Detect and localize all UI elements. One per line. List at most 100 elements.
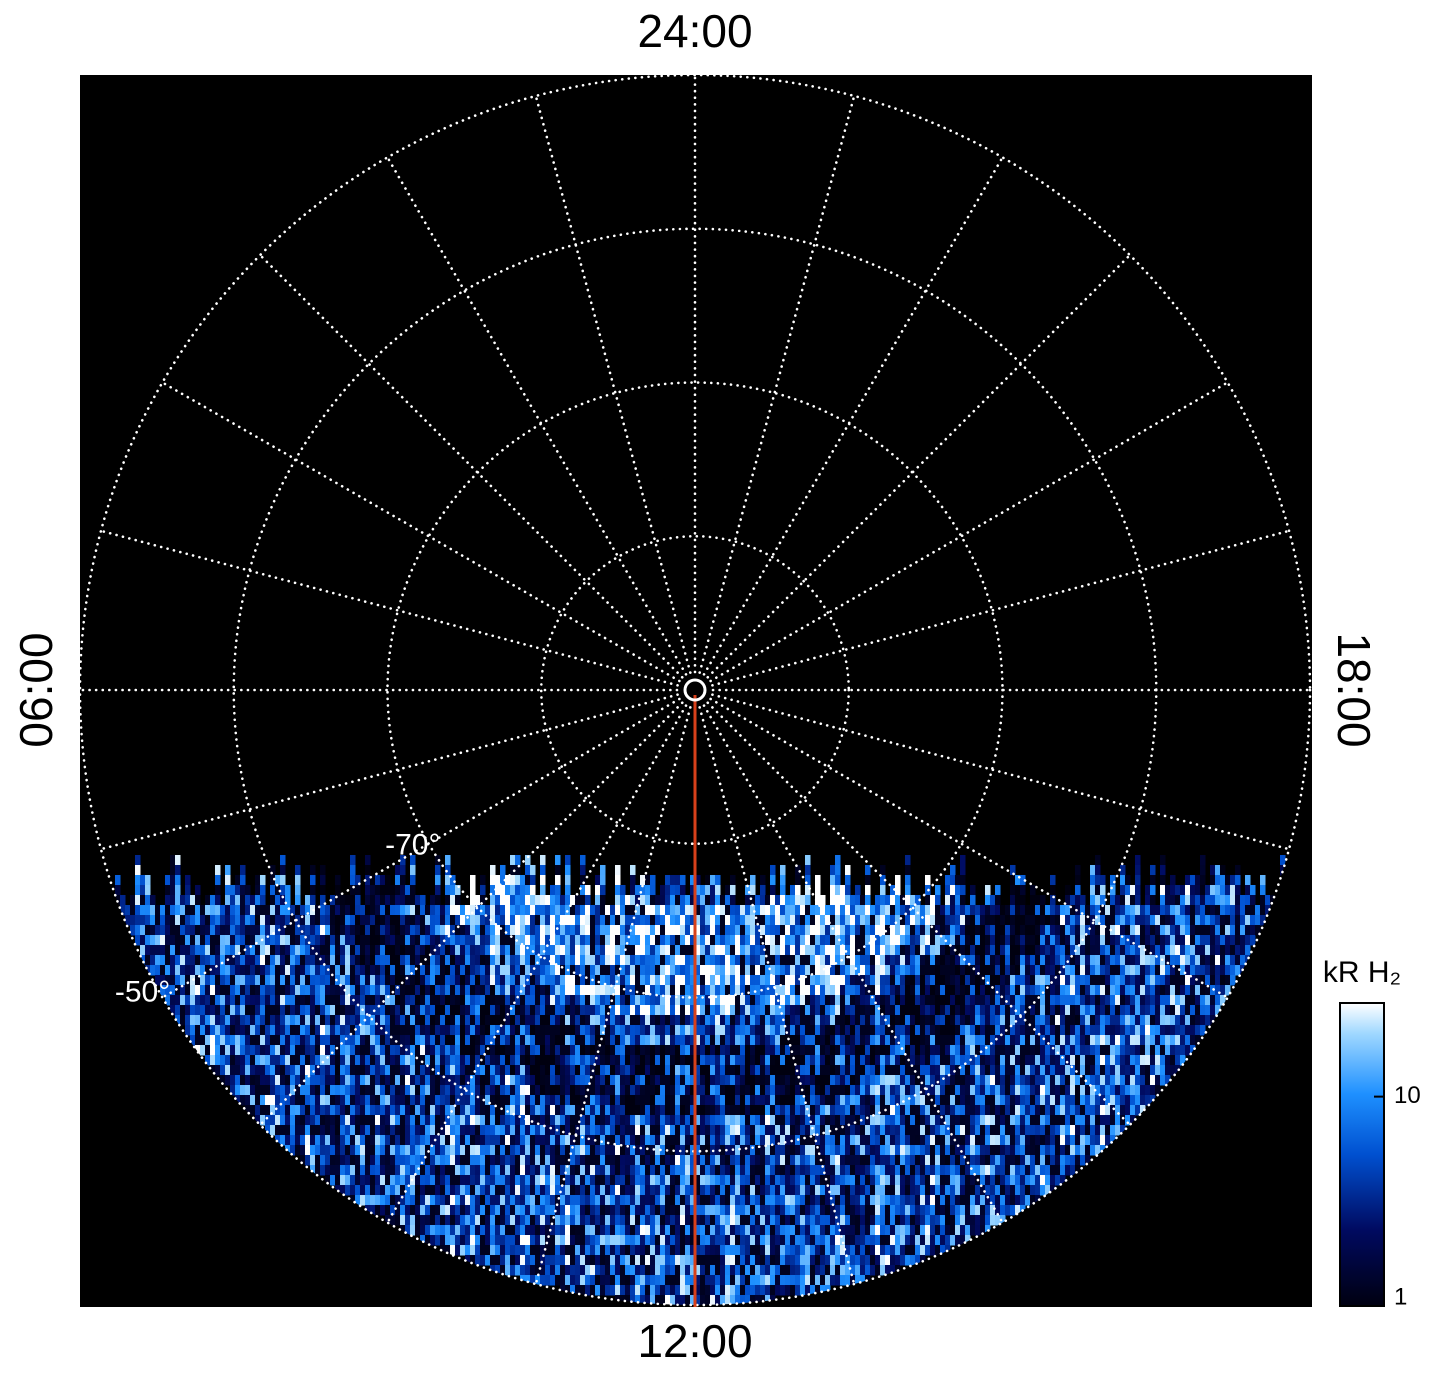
aurora-pixel xyxy=(730,1035,736,1046)
aurora-pixel xyxy=(800,1115,806,1126)
aurora-pixel xyxy=(645,1005,651,1016)
aurora-pixel xyxy=(325,985,331,996)
aurora-pixel xyxy=(630,975,636,986)
aurora-pixel xyxy=(655,1035,661,1046)
aurora-pixel xyxy=(370,885,376,896)
aurora-pixel xyxy=(555,915,561,926)
aurora-pixel xyxy=(660,1085,666,1096)
aurora-pixel xyxy=(215,1065,221,1076)
aurora-pixel xyxy=(780,1065,786,1076)
aurora-pixel xyxy=(760,1195,766,1206)
aurora-pixel xyxy=(685,955,691,966)
aurora-pixel xyxy=(785,1255,791,1266)
aurora-pixel xyxy=(825,1025,831,1036)
aurora-pixel xyxy=(490,1035,496,1046)
aurora-pixel xyxy=(700,995,706,1006)
aurora-pixel xyxy=(855,1025,861,1036)
aurora-pixel xyxy=(310,1145,316,1156)
aurora-pixel xyxy=(635,915,641,926)
aurora-pixel xyxy=(360,915,366,926)
aurora-pixel xyxy=(720,1125,726,1136)
aurora-pixel xyxy=(625,1175,631,1186)
aurora-pixel xyxy=(375,905,381,916)
aurora-pixel xyxy=(340,995,346,1006)
aurora-pixel xyxy=(115,885,121,896)
aurora-pixel xyxy=(365,1155,371,1166)
aurora-pixel xyxy=(410,905,416,916)
aurora-pixel xyxy=(805,955,811,966)
aurora-pixel xyxy=(455,1155,461,1166)
aurora-pixel xyxy=(295,1115,301,1126)
aurora-pixel xyxy=(690,1255,696,1266)
aurora-pixel xyxy=(635,1265,641,1276)
aurora-pixel xyxy=(620,1135,626,1146)
aurora-pixel xyxy=(675,905,681,916)
aurora-pixel xyxy=(250,955,256,966)
aurora-pixel xyxy=(280,865,286,876)
aurora-pixel xyxy=(500,865,506,876)
aurora-pixel xyxy=(560,895,566,906)
aurora-pixel xyxy=(590,1285,596,1296)
aurora-pixel xyxy=(805,1125,811,1136)
aurora-pixel xyxy=(735,1185,741,1196)
aurora-pixel xyxy=(300,1035,306,1046)
aurora-pixel xyxy=(680,935,686,946)
aurora-pixel xyxy=(805,1205,811,1216)
aurora-pixel xyxy=(665,1105,671,1116)
aurora-pixel xyxy=(670,1065,676,1076)
aurora-pixel xyxy=(830,1065,836,1076)
aurora-pixel xyxy=(695,1165,701,1176)
aurora-pixel xyxy=(430,1165,436,1176)
aurora-pixel xyxy=(840,1235,846,1246)
aurora-pixel xyxy=(380,925,386,936)
aurora-pixel xyxy=(660,945,666,956)
aurora-pixel xyxy=(325,1095,331,1106)
aurora-pixel xyxy=(630,945,636,956)
aurora-pixel xyxy=(510,1005,516,1016)
aurora-pixel xyxy=(525,1105,531,1116)
aurora-pixel xyxy=(750,1035,756,1046)
aurora-pixel xyxy=(560,1205,566,1216)
aurora-pixel xyxy=(330,1025,336,1036)
aurora-pixel xyxy=(750,985,756,996)
aurora-pixel xyxy=(575,1015,581,1026)
aurora-pixel xyxy=(590,1155,596,1166)
aurora-pixel xyxy=(800,995,806,1006)
aurora-pixel xyxy=(570,1215,576,1226)
aurora-pixel xyxy=(310,1095,316,1106)
aurora-pixel xyxy=(375,885,381,896)
aurora-pixel xyxy=(695,895,701,906)
aurora-pixel xyxy=(440,1065,446,1076)
aurora-pixel xyxy=(425,1015,431,1026)
aurora-pixel xyxy=(245,885,251,896)
aurora-pixel xyxy=(565,895,571,906)
aurora-pixel xyxy=(430,995,436,1006)
aurora-pixel xyxy=(650,955,656,966)
aurora-pixel xyxy=(505,1165,511,1176)
aurora-pixel xyxy=(645,1285,651,1296)
aurora-pixel xyxy=(285,1085,291,1096)
aurora-pixel xyxy=(640,1095,646,1106)
aurora-pixel xyxy=(715,1085,721,1096)
aurora-pixel xyxy=(550,1105,556,1116)
aurora-pixel xyxy=(225,905,231,916)
aurora-pixel xyxy=(855,1135,861,1146)
aurora-pixel xyxy=(765,1285,771,1296)
aurora-pixel xyxy=(205,915,211,926)
aurora-pixel xyxy=(585,935,591,946)
aurora-pixel xyxy=(370,1035,376,1046)
aurora-pixel xyxy=(515,1025,521,1036)
aurora-pixel xyxy=(420,925,426,936)
aurora-pixel xyxy=(615,1145,621,1156)
aurora-pixel xyxy=(745,1015,751,1026)
aurora-pixel xyxy=(745,1175,751,1186)
aurora-pixel xyxy=(470,975,476,986)
aurora-pixel xyxy=(535,1125,541,1136)
aurora-pixel xyxy=(185,985,191,996)
aurora-pixel xyxy=(430,1025,436,1036)
aurora-pixel xyxy=(755,1145,761,1156)
aurora-pixel xyxy=(185,895,191,906)
aurora-pixel xyxy=(835,855,841,866)
aurora-pixel xyxy=(830,1215,836,1226)
aurora-pixel xyxy=(555,1255,561,1266)
